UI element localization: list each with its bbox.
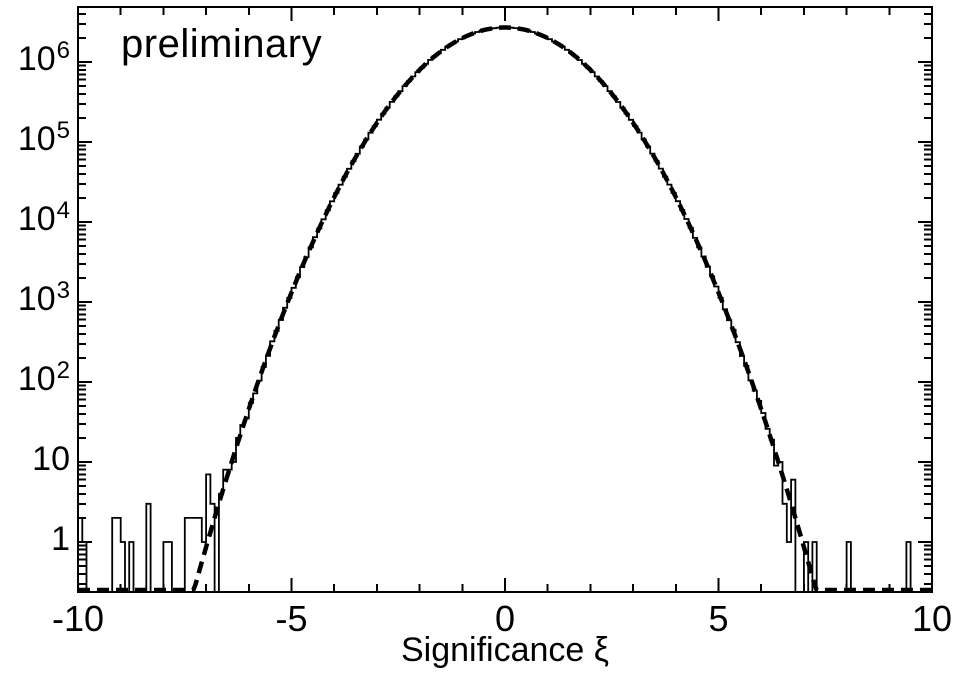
y-tick-label-10e6: 106 bbox=[17, 37, 70, 78]
y-tick-label-10e3: 103 bbox=[17, 276, 70, 318]
x-tick-label--10: -10 bbox=[51, 598, 105, 639]
gaussian-fit-curve bbox=[78, 25, 932, 593]
x-axis-title: Significance ξ bbox=[400, 631, 609, 669]
x-tick-label-10: 10 bbox=[911, 598, 953, 639]
y-tick-label-10e5: 105 bbox=[17, 116, 70, 158]
y-tick-label-10: 10 bbox=[32, 439, 70, 478]
axis-ticks bbox=[77, 7, 933, 592]
x-tick-label--5: -5 bbox=[275, 598, 308, 639]
x-tick-label-5: 5 bbox=[708, 598, 729, 639]
preliminary-label: preliminary bbox=[121, 22, 323, 66]
x-tick-label-0: 0 bbox=[494, 598, 516, 639]
y-tick-label-10e4: 104 bbox=[17, 196, 70, 238]
y-tick-label-1: 1 bbox=[51, 519, 70, 558]
y-tick-label-10e2: 102 bbox=[17, 356, 70, 398]
histogram-series bbox=[77, 26, 932, 593]
plot-frame bbox=[76, 5, 934, 594]
